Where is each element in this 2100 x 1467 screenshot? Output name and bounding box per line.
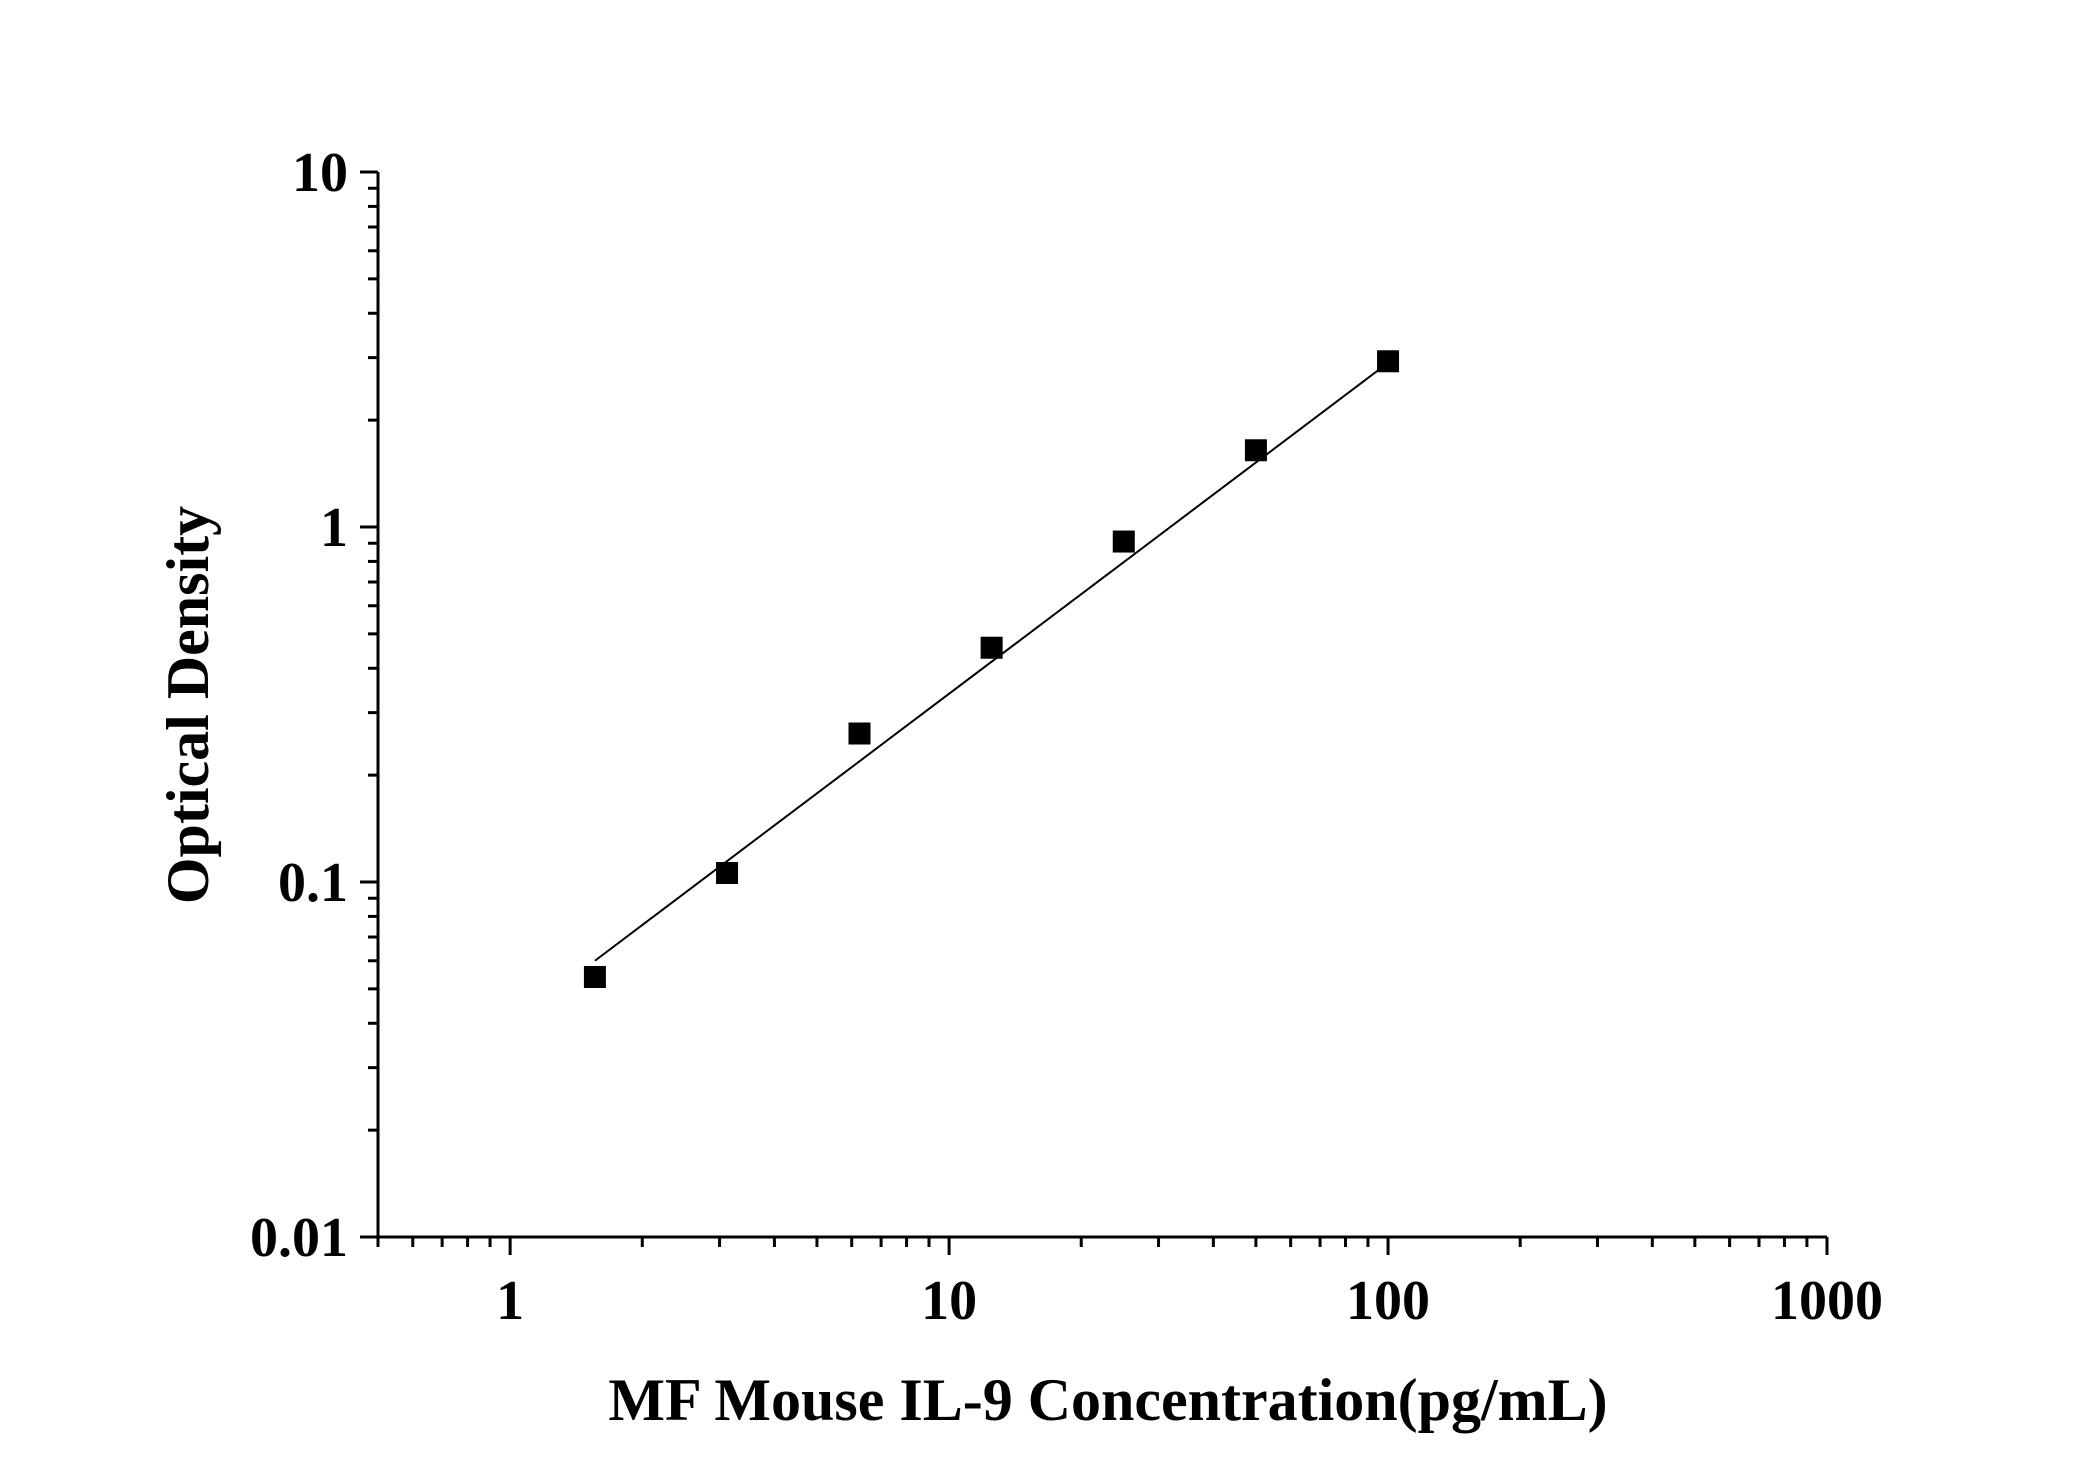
data-point: [1377, 350, 1400, 373]
data-point: [1112, 530, 1135, 553]
x-tick-label: 1000: [1771, 1270, 1883, 1332]
data-point: [716, 862, 739, 885]
y-tick-label: 0.1: [278, 852, 348, 914]
x-axis-title: MF Mouse IL-9 Concentration(pg/mL): [608, 1367, 1607, 1433]
data-point: [1244, 439, 1267, 462]
x-tick-label: 10: [921, 1270, 977, 1332]
data-point: [583, 966, 606, 989]
fit-line: [594, 362, 1389, 962]
y-axis-title: Optical Density: [155, 506, 221, 904]
data-point: [848, 722, 871, 745]
data-point: [980, 636, 1003, 659]
y-tick-label: 1: [320, 497, 348, 559]
tick-labels-group: 1 10 100 1000 0.01 0.1 1 10: [250, 142, 1883, 1332]
y-tick-label: 0.01: [250, 1207, 348, 1269]
x-tick-label: 100: [1346, 1270, 1430, 1332]
data-points-group: [583, 350, 1400, 989]
axes: [360, 170, 1829, 1255]
y-tick-label: 10: [292, 142, 348, 204]
x-tick-label: 1: [496, 1270, 524, 1332]
fit-line-group: [594, 362, 1389, 962]
